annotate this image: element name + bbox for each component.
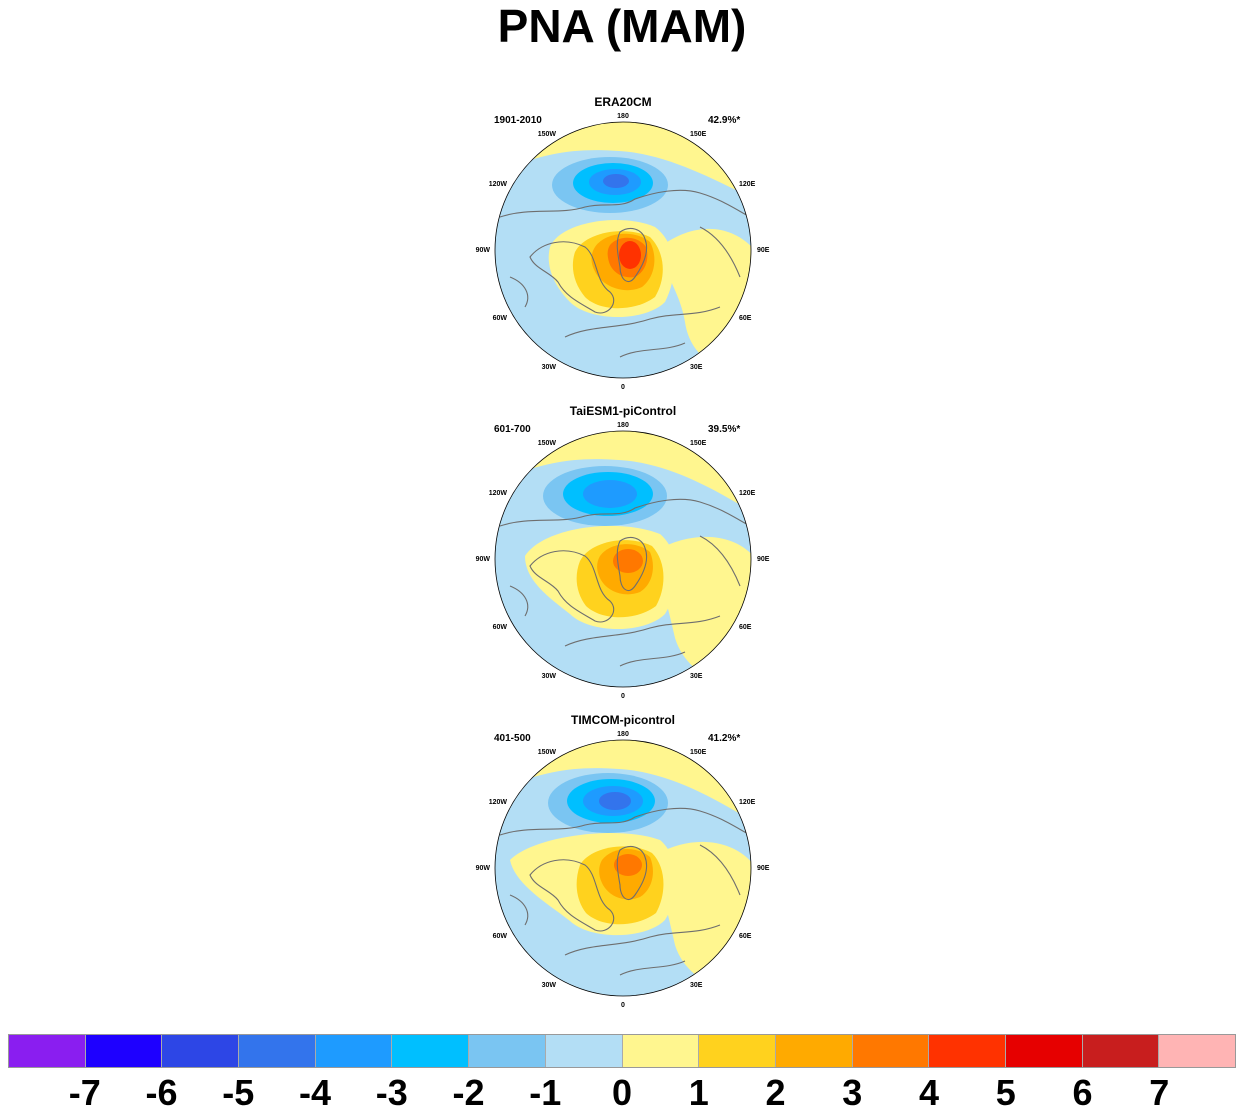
negative-core [583, 480, 637, 508]
colorbar-tick-label: -4 [298, 1072, 331, 1113]
panel-title: TaiESM1-piControl [569, 404, 677, 418]
colorbar-tick-label: 1 [688, 1072, 709, 1113]
lon-label-lower-right: 30E [690, 673, 703, 680]
map-border [494, 739, 752, 997]
polar-map: 180 0 90W 90E 150W 150E 120W 120E 60W 60… [476, 113, 770, 391]
panel-variance: 41.2%* [708, 733, 741, 744]
panel-title: TIMCOM-picontrol [571, 713, 675, 727]
positive-core [614, 854, 642, 876]
colorbar-box [545, 1035, 623, 1067]
lon-label-upper-right: 150E [690, 440, 707, 447]
lon-label-mid-lower-left: 60W [493, 933, 508, 940]
colorbar-box [1082, 1035, 1160, 1067]
lon-label-lower-right: 30E [690, 364, 703, 371]
colorbar-labels: -7 -6 -5 -4 -3 -2 -1 0 1 2 3 4 5 6 7 [8, 1072, 1236, 1114]
lon-label-mid-upper-right: 120E [739, 181, 756, 188]
lon-label-top: 180 [617, 113, 629, 120]
colorbar-tick-label: -3 [375, 1072, 408, 1113]
positive-core [619, 241, 641, 269]
negative-core [599, 792, 631, 810]
lon-label-mid-lower-left: 60W [493, 315, 508, 322]
lon-label-mid-lower-right: 60E [739, 624, 752, 631]
lon-label-lower-left: 30W [542, 982, 557, 989]
coastlines [499, 189, 751, 358]
colorbar-tick-label: -1 [529, 1072, 562, 1113]
colorbar-tick-label: -7 [68, 1072, 101, 1113]
polar-map: 180 0 90W 90E 150W 150E 120W 120E 60W 60… [476, 731, 770, 1009]
lon-label-upper-left: 150W [538, 131, 557, 138]
colorbar-box [315, 1035, 393, 1067]
panel-variance: 42.9%* [708, 115, 741, 126]
map-border [494, 430, 752, 688]
colorbar-tick-label: 5 [995, 1072, 1016, 1113]
colorbar-tick-label: 4 [918, 1072, 940, 1113]
coastlines [499, 807, 751, 976]
polar-map: 180 0 90W 90E 150W 150E 120W 120E 60W 60… [476, 422, 770, 700]
colorbar-box [622, 1035, 700, 1067]
colorbar-box [392, 1035, 470, 1067]
colorbar-box [852, 1035, 930, 1067]
colorbar-box [9, 1035, 86, 1067]
colorbar-tick-label: -2 [452, 1072, 485, 1113]
lon-label-mid-upper-left: 120W [489, 799, 508, 806]
lon-label-bottom: 0 [621, 693, 625, 700]
colorbar-box [1005, 1035, 1083, 1067]
figure-title: PNA (MAM) [497, 0, 747, 52]
colorbar-tick-label: 3 [842, 1072, 863, 1113]
colorbar [8, 1034, 1236, 1068]
lon-label-mid-lower-left: 60W [493, 624, 508, 631]
coastlines [499, 498, 751, 667]
colorbar-box [162, 1035, 240, 1067]
lon-label-mid-lower-right: 60E [739, 315, 752, 322]
lon-label-right: 90E [757, 247, 770, 254]
colorbar-tick-label: 2 [765, 1072, 786, 1113]
lon-label-right: 90E [757, 556, 770, 563]
lon-label-upper-left: 150W [538, 749, 557, 756]
colorbar-tick-label: -5 [222, 1072, 255, 1113]
panel-title: ERA20CM [594, 95, 652, 109]
colorbar-box [775, 1035, 853, 1067]
lon-label-mid-upper-left: 120W [489, 490, 508, 497]
lon-label-mid-lower-right: 60E [739, 933, 752, 940]
colorbar-box [239, 1035, 316, 1067]
colorbar-tick-label: 7 [1149, 1072, 1170, 1113]
colorbar-tick-label: 0 [611, 1072, 633, 1113]
lon-label-upper-right: 150E [690, 131, 707, 138]
colorbar-tick-label: -6 [145, 1072, 178, 1113]
lon-label-mid-upper-right: 120E [739, 490, 756, 497]
panel-period: 401-500 [494, 733, 531, 744]
lon-label-bottom: 0 [621, 384, 625, 391]
lon-label-left: 90W [476, 247, 491, 254]
lon-label-top: 180 [617, 422, 629, 429]
lon-label-right: 90E [757, 865, 770, 872]
colorbar-box [929, 1035, 1006, 1067]
lon-label-mid-upper-left: 120W [489, 181, 508, 188]
lon-label-left: 90W [476, 865, 491, 872]
lon-label-upper-right: 150E [690, 749, 707, 756]
map-border [494, 121, 752, 379]
colorbar-tick-label: 6 [1072, 1072, 1093, 1113]
lon-label-mid-upper-right: 120E [739, 799, 756, 806]
panel-period: 1901-2010 [494, 115, 542, 126]
positive-core [613, 549, 643, 573]
lon-label-bottom: 0 [621, 1002, 625, 1009]
panel-period: 601-700 [494, 424, 531, 435]
lon-label-lower-left: 30W [542, 673, 557, 680]
lon-label-lower-left: 30W [542, 364, 557, 371]
lon-label-upper-left: 150W [538, 440, 557, 447]
panel-variance: 39.5%* [708, 424, 741, 435]
colorbar-box [85, 1035, 163, 1067]
negative-core [603, 174, 629, 188]
lon-label-top: 180 [617, 731, 629, 738]
colorbar-box [699, 1035, 776, 1067]
lon-label-lower-right: 30E [690, 982, 703, 989]
colorbar-box [1159, 1035, 1235, 1067]
colorbar-box [469, 1035, 546, 1067]
lon-label-left: 90W [476, 556, 491, 563]
